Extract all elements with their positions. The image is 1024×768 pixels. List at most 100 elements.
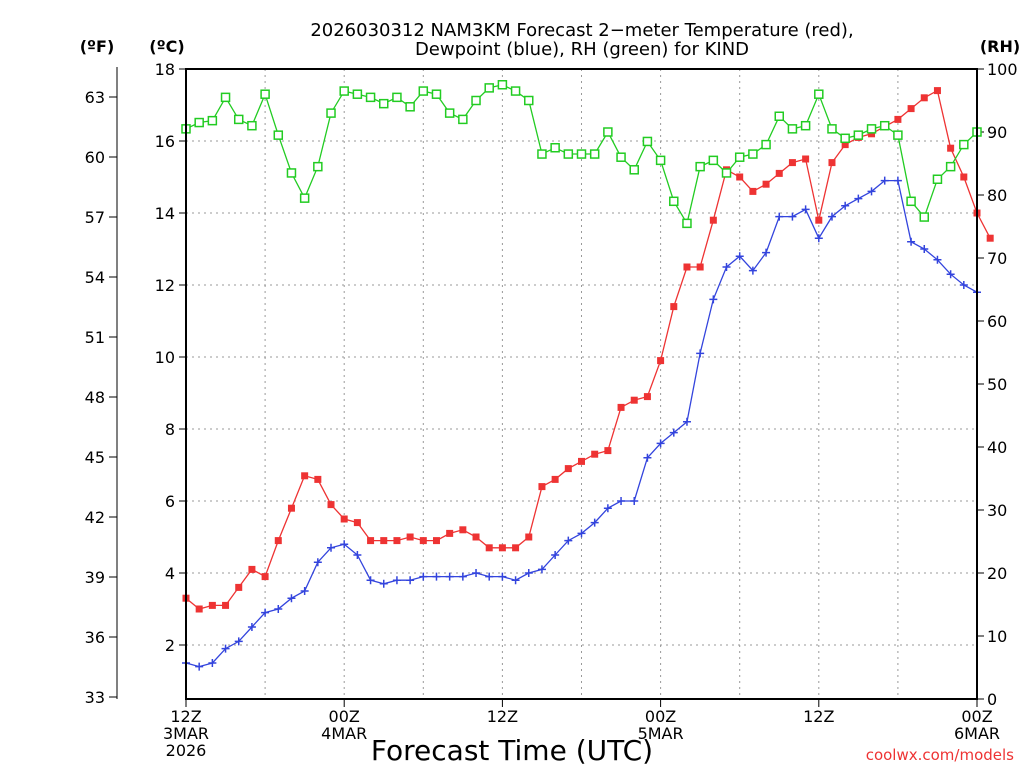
data-series (181, 80, 994, 671)
rh-tick-label: 50 (987, 375, 1007, 394)
dewpoint-point (920, 245, 929, 253)
dewpoint-point (709, 295, 718, 304)
rh-point (840, 133, 850, 144)
rh-tick-label: 80 (987, 186, 1007, 205)
x-tick-label: 00Z (961, 707, 992, 726)
temperature-point (591, 450, 599, 458)
x-tick-label: 3MAR (163, 724, 209, 743)
temperature-point (868, 130, 876, 138)
fahrenheit-tick-label: 33 (85, 688, 105, 707)
temperature-point (222, 601, 230, 609)
fahrenheit-tick-label: 45 (85, 448, 105, 467)
fahrenheit-unit-label: (ºF) (80, 37, 115, 56)
x-axis-label: Forecast Time (UTC) (371, 734, 653, 767)
rh-point (299, 193, 310, 203)
dewpoint-point (722, 263, 731, 271)
dewpoint-point (419, 572, 428, 581)
celsius-unit-label: (ºC) (149, 37, 184, 56)
temperature-point (775, 169, 783, 177)
dewpoint-point (195, 662, 204, 671)
x-tick-label: 2026 (166, 741, 207, 760)
rh-point (233, 114, 244, 125)
celsius-tick-label: 10 (155, 348, 175, 367)
dewpoint-point (458, 572, 467, 581)
temperature-point (472, 533, 480, 541)
temperature-point (709, 216, 717, 224)
dewpoint-point (287, 594, 296, 603)
rh-point (655, 155, 666, 166)
rh-point (220, 92, 231, 103)
temperature-point (604, 447, 612, 455)
temperature-point (498, 544, 506, 552)
temperature-point (802, 155, 810, 163)
dewpoint-point (959, 281, 968, 289)
dewpoint-point (313, 558, 322, 567)
rh-tick-label: 20 (987, 564, 1007, 583)
rh-point (207, 115, 218, 126)
rh-tick-label: 90 (987, 123, 1007, 142)
temperature-point (195, 605, 203, 613)
x-tick-label: 12Z (170, 707, 201, 726)
x-tick-label: 4MAR (321, 724, 367, 743)
dewpoint-point (867, 187, 876, 196)
rh-point (379, 98, 389, 109)
temperature-line (185, 89, 991, 610)
dewpoint-point (933, 255, 942, 264)
rh-tick-label: 100 (987, 60, 1018, 79)
dewpoint-point (498, 572, 507, 581)
plot-area-border (185, 68, 978, 700)
temperature-point (287, 504, 295, 512)
dewpoint-point (880, 176, 889, 185)
rh-point (695, 161, 705, 172)
dewpoint-point (577, 529, 586, 538)
temperature-point (947, 144, 955, 152)
rh-point (748, 149, 758, 159)
rh-tick-label: 10 (987, 627, 1007, 646)
rh-point (550, 143, 560, 153)
fahrenheit-tick-label: 36 (85, 628, 105, 647)
axes: 2 4 6 8 10 12 14 16 18 33 36 39 42 45 48 51 54 57 60 63 0 10 2… (85, 60, 1018, 760)
rh-point (365, 92, 376, 103)
temperature-point (907, 105, 915, 113)
temperature-point (512, 544, 520, 552)
dewpoint-point (274, 605, 283, 613)
dewpoint-point (406, 576, 415, 585)
celsius-tick-label: 18 (155, 60, 175, 79)
temperature-point (459, 526, 467, 534)
fahrenheit-tick-label: 57 (85, 208, 105, 227)
x-tick-label: 6MAR (954, 724, 1000, 743)
temperature-point (815, 216, 823, 224)
celsius-tick-label: 14 (155, 204, 175, 223)
temperature-point (960, 173, 968, 181)
temperature-point (208, 601, 216, 609)
rh-point (616, 152, 626, 162)
dewpoint-point (762, 248, 771, 257)
rh-tick-label: 30 (987, 501, 1007, 520)
dewpoint-point (511, 576, 520, 585)
temperature-point (828, 159, 836, 167)
rh-point (787, 124, 798, 134)
dewpoint-point (445, 572, 454, 581)
rh-point (418, 86, 429, 96)
rh-point (906, 196, 916, 207)
rh-point (642, 136, 653, 147)
fahrenheit-tick-label: 54 (85, 268, 105, 287)
rh-point (589, 149, 600, 159)
rh-point (866, 124, 877, 134)
dewpoint-point (603, 504, 612, 513)
rh-point (945, 161, 956, 172)
dewpoint-point (353, 551, 362, 559)
dewpoint-point (735, 252, 744, 261)
rh-point (669, 196, 679, 207)
rh-point (576, 149, 587, 159)
dewpoint-point (788, 212, 797, 221)
rh-tick-label: 70 (987, 249, 1007, 268)
temperature-point (933, 87, 941, 95)
temperature-point (617, 403, 625, 411)
x-tick-label: 00Z (329, 707, 360, 726)
temperature-point (432, 537, 440, 545)
dewpoint-point (564, 536, 573, 545)
dewpoint-point (366, 576, 375, 585)
dewpoint-point (617, 497, 626, 505)
dewpoint-point (300, 587, 309, 595)
